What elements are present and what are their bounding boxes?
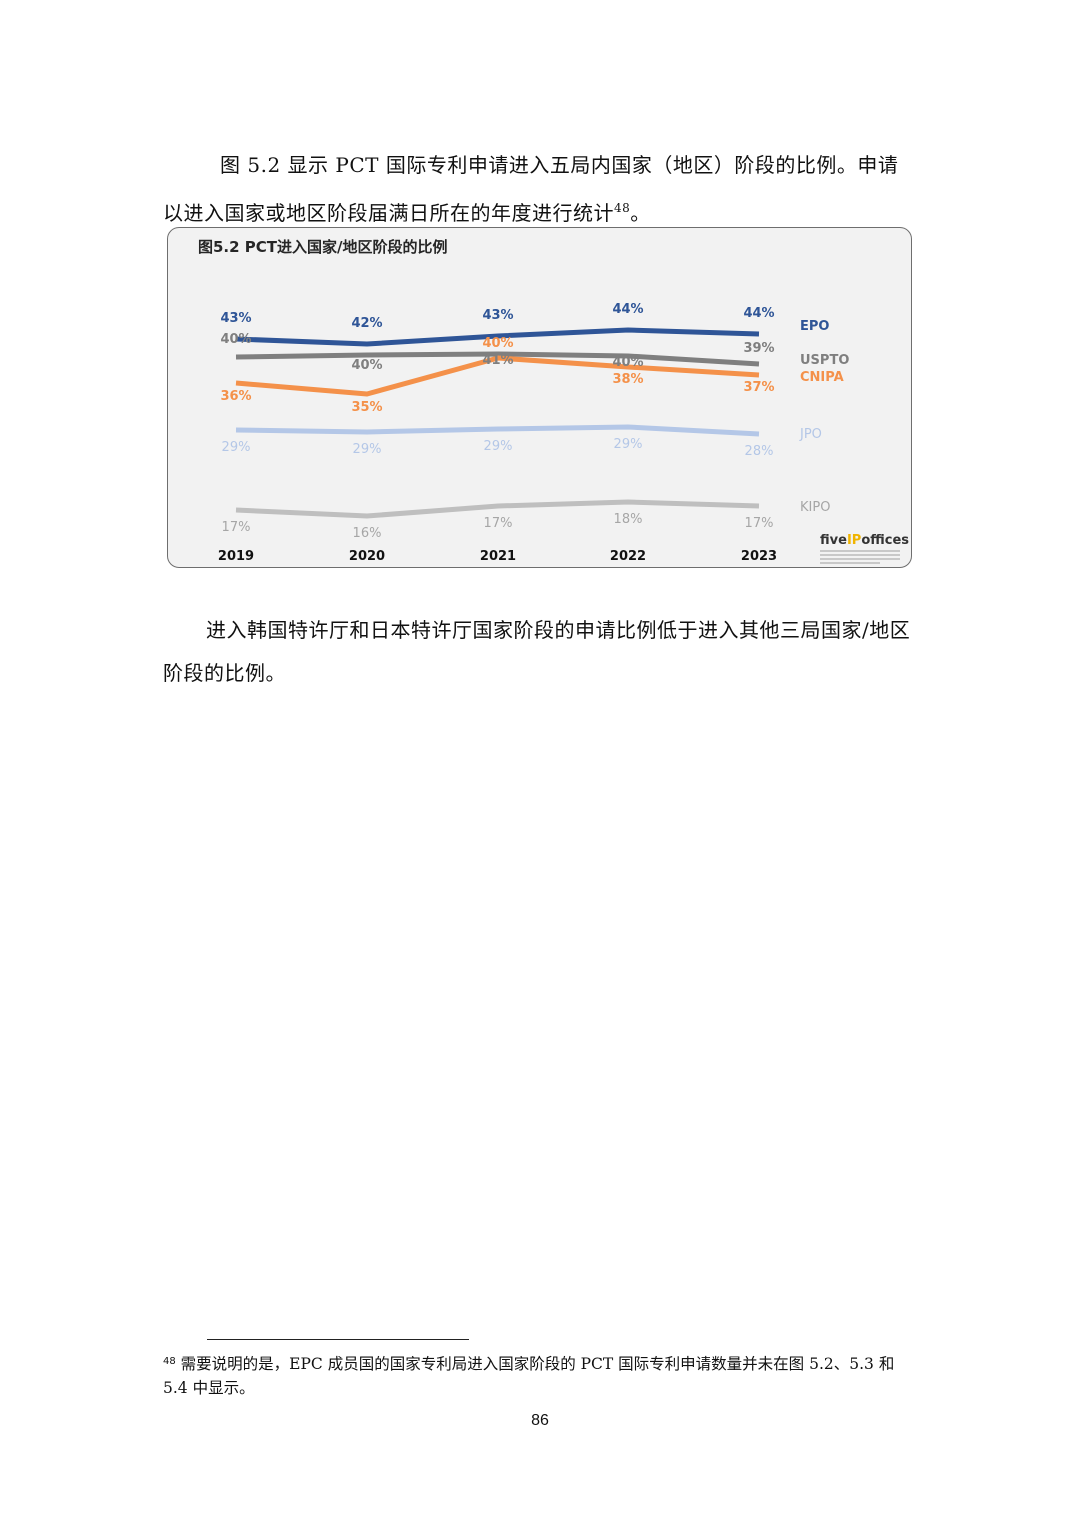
footnote-divider [207,1339,469,1340]
footnote-number: 48 [163,1356,176,1367]
chart-title: 图5.2 PCT进入国家/地区阶段的比例 [198,238,448,256]
data-label-jpo: 28% [745,444,774,459]
legend-label-uspto: USPTO [800,353,849,368]
series-line-cnipa [235,355,760,397]
data-label-jpo: 29% [484,439,513,454]
para1-text: 图 5.2 显示 PCT 国际专利申请进入五局内国家（地区）阶段的比例。申请以进… [163,153,899,225]
footnote: 48 需要说明的是，EPC 成员国的国家专利局进入国家阶段的 PCT 国际专利申… [163,1350,923,1400]
x-axis-tick-label: 2021 [480,549,516,564]
data-label-uspto: 40% [612,355,643,370]
legend-label-cnipa: CNIPA [800,370,844,385]
data-label-cnipa: 36% [220,389,251,404]
data-label-epo: 44% [743,306,774,321]
series-line-kipo [235,499,760,519]
legend-label-jpo: JPO [799,427,822,442]
x-axis-tick-label: 2019 [218,549,254,564]
x-axis-tick-label: 2022 [610,549,646,564]
data-label-kipo: 17% [745,516,774,531]
body-paragraph-1: 图 5.2 显示 PCT 国际专利申请进入五局内国家（地区）阶段的比例。申请以进… [163,144,918,235]
data-label-uspto: 41% [482,353,513,368]
five-ip-offices-logo: fiveIPoffices [820,533,910,548]
para1-end: 。 [630,201,651,225]
data-label-epo: 44% [612,302,643,317]
body-paragraph-2: 进入韩国特许厅和日本特许厅国家阶段的申请比例低于进入其他三局国家/地区阶段的比例… [163,618,911,685]
data-label-jpo: 29% [614,437,643,452]
data-label-uspto: 40% [220,332,251,347]
logo-subtext [820,550,900,566]
data-label-jpo: 29% [222,440,251,455]
data-label-kipo: 16% [353,526,382,541]
data-label-cnipa: 38% [612,372,643,387]
data-label-cnipa: 40% [482,336,513,351]
data-label-epo: 43% [482,308,513,323]
line-chart: 43% 42% 43% 44% 44% EPO 40% 40% 41% 40% 39% USPTO 36… [218,302,849,564]
data-label-epo: 42% [351,316,382,331]
data-label-jpo: 29% [353,442,382,457]
data-label-kipo: 17% [484,516,513,531]
x-axis-tick-label: 2023 [741,549,777,564]
data-label-epo: 43% [220,311,251,326]
legend-label-kipo: KIPO [800,500,830,515]
data-label-kipo: 18% [614,512,643,527]
data-label-cnipa: 37% [743,380,774,395]
legend-label-epo: EPO [800,319,829,334]
footnote-text: 需要说明的是，EPC 成员国的国家专利局进入国家阶段的 PCT 国际专利申请数量… [163,1355,895,1397]
series-line-epo [235,327,760,347]
data-label-uspto: 39% [743,341,774,356]
data-label-uspto: 40% [351,358,382,373]
page-number: 86 [531,1412,549,1429]
chart-figure-5-2: 图5.2 PCT进入国家/地区阶段的比例 43% 42% 43% 44% 44% EPO 4… [167,227,912,568]
x-axis-tick-label: 2020 [349,549,385,564]
series-line-uspto [235,351,760,367]
data-label-cnipa: 35% [351,400,382,415]
series-line-jpo [235,424,760,437]
data-label-kipo: 17% [222,520,251,535]
footnote-ref[interactable]: 48 [614,201,631,215]
